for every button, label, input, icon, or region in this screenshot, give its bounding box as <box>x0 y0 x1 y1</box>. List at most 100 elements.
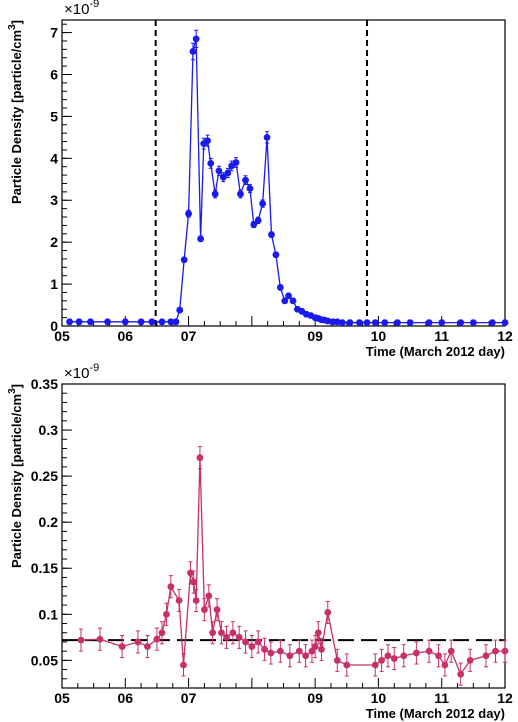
top-y-tick-label: 3 <box>50 192 58 208</box>
top-data-point <box>381 319 389 327</box>
top-y-tick-label: 6 <box>50 66 58 82</box>
bottom-y-axis-title: Particle Density [particle/cm3] <box>7 384 24 568</box>
bottom-x-axis-title: Time (March 2012 day) <box>366 706 505 721</box>
bottom-data-point <box>318 645 325 653</box>
top-data-point <box>425 319 433 327</box>
top-data-point <box>333 318 341 326</box>
bottom-x-tick-label: 09 <box>307 690 323 706</box>
bottom-data-point <box>425 647 433 655</box>
bottom-data-point <box>242 638 249 646</box>
top-data-point <box>215 167 223 175</box>
top-x-tick-label: 05 <box>54 328 70 344</box>
bottom-y-tick-label: 0.35 <box>31 376 58 392</box>
top-data-point <box>346 319 354 327</box>
top-y-tick-label: 0 <box>50 318 58 334</box>
top-data-point <box>469 319 477 327</box>
bottom-y-axis-title-close: ] <box>9 384 24 388</box>
bottom-data-point <box>302 652 310 660</box>
bottom-y-exponent: ×10-9 <box>64 362 99 382</box>
bottom-data-point <box>77 636 85 644</box>
bottom-data-point <box>175 597 183 604</box>
top-data-point <box>394 319 401 327</box>
top-y-axis-title-main: Particle Density [particle/cm <box>9 30 24 204</box>
bottom-y-axis-title-main: Particle Density [particle/cm <box>9 394 24 568</box>
top-data-point <box>272 251 280 259</box>
top-data-point <box>501 319 509 327</box>
bottom-data-point <box>314 629 322 637</box>
bottom-data-point <box>196 454 204 462</box>
bottom-data-point <box>286 652 294 660</box>
top-y-tick-label: 5 <box>50 108 58 124</box>
bottom-x-tick-label: 05 <box>54 690 70 706</box>
bottom-y-exponent-base: ×10 <box>64 365 89 382</box>
bottom-data-point <box>482 652 490 660</box>
bottom-data-point <box>371 661 379 669</box>
top-x-tick-label: 10 <box>371 328 387 344</box>
bottom-data-point <box>209 629 217 637</box>
bottom-data-point <box>457 670 465 678</box>
top-data-point <box>176 306 184 314</box>
top-y-axis-title-sup: 3 <box>7 24 18 30</box>
top-y-tick-label: 4 <box>50 150 58 166</box>
bottom-data-point <box>413 649 420 657</box>
bottom-data-point <box>311 643 319 650</box>
bottom-data-point <box>276 647 284 655</box>
top-y-axis-title: Particle Density [particle/cm3] <box>7 20 24 204</box>
bottom-data-point <box>435 652 442 660</box>
bottom-y-tick-label: 0.2 <box>39 514 59 530</box>
bottom-data-point <box>466 656 474 664</box>
top-data-point <box>75 318 83 326</box>
top-data-point <box>219 173 227 181</box>
bottom-data-point <box>384 652 392 660</box>
top-plot-frame <box>61 19 506 327</box>
bottom-y-tick-label: 0.1 <box>39 606 59 622</box>
top-data-point <box>438 319 446 327</box>
bottom-data-point <box>235 633 243 641</box>
bottom-data-point <box>400 652 408 660</box>
bottom-data-point <box>167 583 175 591</box>
top-x-tick-label: 07 <box>181 328 197 344</box>
bottom-series-line <box>80 457 505 676</box>
top-x-tick-label: 06 <box>117 328 133 344</box>
top-data-point <box>180 256 188 264</box>
bottom-y-tick-label: 0.15 <box>31 560 58 576</box>
bottom-data-point <box>205 592 213 600</box>
bottom-data-point <box>180 661 187 669</box>
bottom-y-tick-label: 0.05 <box>31 652 58 668</box>
top-data-point <box>324 317 332 325</box>
top-data-point <box>276 284 284 291</box>
bottom-data-point <box>295 647 303 655</box>
bottom-data-point <box>390 655 398 662</box>
top-data-point <box>254 216 262 224</box>
bottom-data-point <box>229 629 237 637</box>
top-data-point <box>285 292 292 300</box>
bottom-y-axis-title-sup: 3 <box>7 388 18 394</box>
bottom-data-point <box>218 629 225 637</box>
bottom-data-point <box>134 638 142 646</box>
top-y-tick-label: 1 <box>50 276 58 292</box>
top-x-tick-label: 12 <box>497 328 513 344</box>
bottom-x-tick-label: 07 <box>181 690 197 706</box>
top-x-axis-title: Time (March 2012 day) <box>366 344 505 359</box>
bottom-data-point <box>441 661 449 669</box>
top-y-exponent-base: ×10 <box>64 1 89 18</box>
top-data-point <box>268 231 275 239</box>
bottom-x-tick-label: 12 <box>497 690 513 706</box>
top-data-point <box>289 297 297 305</box>
top-data-point <box>137 318 145 326</box>
top-y-tick-label: 2 <box>50 234 58 250</box>
top-data-point <box>211 190 219 198</box>
top-data-point <box>224 169 232 177</box>
top-series-line <box>69 38 505 324</box>
top-data-point <box>148 318 156 326</box>
bottom-data-point <box>96 635 104 643</box>
bottom-data-point <box>118 643 126 650</box>
bottom-y-tick-label: 0.3 <box>39 422 59 438</box>
bottom-x-tick-label: 06 <box>117 690 133 706</box>
top-x-tick-label: 11 <box>434 328 449 344</box>
top-data-point <box>172 318 180 326</box>
top-data-point <box>185 210 192 218</box>
bottom-x-tick-label: 10 <box>371 690 387 706</box>
